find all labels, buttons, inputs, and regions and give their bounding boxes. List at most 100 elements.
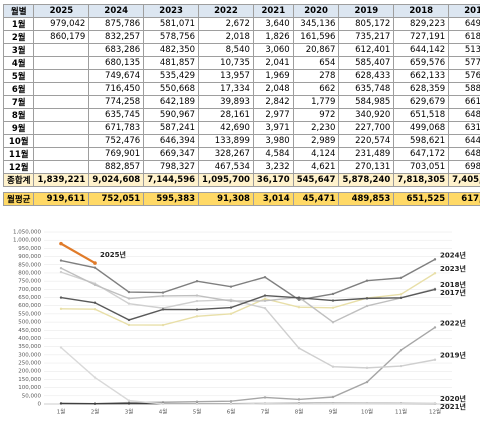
table-cell: 832,257 <box>88 30 145 44</box>
table-cell <box>33 43 90 57</box>
table-cell: 8월 <box>2 108 35 122</box>
series-label: 2019년 <box>440 351 466 360</box>
table-cell: 7월 <box>2 95 35 109</box>
table-cell: 7,144,596 <box>143 173 200 187</box>
table-cell: 669,347 <box>143 147 200 161</box>
table-cell: 680,135 <box>88 56 145 70</box>
table-cell: 727,191 <box>393 30 450 44</box>
point <box>93 301 97 304</box>
y-tick-label: 250,000 <box>18 361 41 367</box>
table-cell: 2022 <box>198 4 254 18</box>
point <box>297 402 301 406</box>
x-tick-label: 10월 <box>361 408 373 416</box>
x-tick-label: 7월 <box>261 408 270 416</box>
table-cell: 4월 <box>2 56 35 70</box>
point <box>93 283 97 287</box>
y-tick-label: 950,000 <box>18 246 41 252</box>
point <box>229 399 233 403</box>
point <box>127 290 131 294</box>
table-cell: 9월 <box>2 121 35 135</box>
table-cell: 345,136 <box>292 17 340 31</box>
point <box>59 270 63 274</box>
table-cell: 328,267 <box>198 147 254 161</box>
point <box>59 402 63 405</box>
table-cell: 972 <box>292 108 340 122</box>
point <box>59 296 63 299</box>
table-cell: 648,129 <box>448 147 480 161</box>
table-cell: 635,748 <box>338 82 395 96</box>
table-cell: 2025 <box>33 4 90 18</box>
table-cell: 651,518 <box>393 108 450 122</box>
y-tick-label: 450,000 <box>18 328 41 334</box>
table-cell: 774,258 <box>88 95 145 109</box>
table-cell: 227,700 <box>338 121 395 135</box>
point <box>297 346 301 350</box>
table-cell: 545,647 <box>292 173 340 187</box>
table-cell: 3,232 <box>252 160 294 174</box>
table-cell: 2,989 <box>292 134 340 148</box>
point <box>161 294 165 298</box>
table-cell: 671,783 <box>88 121 145 135</box>
table-cell: 588,568 <box>448 82 480 96</box>
table-cell: 1,826 <box>252 30 294 44</box>
table-cell: 9,024,608 <box>88 173 145 187</box>
point <box>195 400 199 403</box>
y-tick-label: 750,000 <box>18 279 41 285</box>
table-cell: 2,230 <box>292 121 340 135</box>
table-cell: 13,957 <box>198 69 254 83</box>
table-cell: 631,386 <box>448 121 480 135</box>
point <box>433 272 437 275</box>
chart: 0 50,000 100,000 150,000 200,000 250,000 300,0… <box>13 230 466 416</box>
table-cell: 2024 <box>88 4 145 18</box>
table-cell: 1,095,700 <box>198 173 254 187</box>
table-cell: 5월 <box>2 69 35 83</box>
point <box>59 346 63 349</box>
point <box>433 258 437 261</box>
point <box>127 302 131 305</box>
y-tick-label: 50,000 <box>22 393 42 399</box>
table-cell: 735,217 <box>338 30 395 44</box>
table-cell: 133,899 <box>198 134 254 148</box>
table-cell: 4,584 <box>252 147 294 161</box>
point <box>59 266 63 270</box>
point <box>331 402 335 405</box>
table-cell: 220,574 <box>338 134 395 148</box>
y-tick-label: 900,000 <box>18 254 41 260</box>
table-row: 7월 774,258 642,189 39,893 2,842 1,779 584,985 6… <box>2 95 480 109</box>
table-cell: 2,041 <box>252 56 294 70</box>
x-tick-label: 6월 <box>227 408 236 416</box>
table-cell: 5,878,240 <box>338 173 395 187</box>
table-row: 5월 749,674 535,429 13,957 1,969 278 628,433 662… <box>2 69 480 83</box>
series-line <box>60 258 436 301</box>
point <box>433 358 437 361</box>
y-tick-label: 650,000 <box>18 295 41 301</box>
point <box>399 293 403 296</box>
x-tick-label: 3월 <box>125 408 134 416</box>
table-cell: 628,359 <box>393 82 450 96</box>
table-cell: 635,745 <box>88 108 145 122</box>
y-tick-label: 1,050,000 <box>13 230 41 236</box>
point <box>161 402 165 406</box>
table-cell: 860,179 <box>33 30 90 44</box>
point <box>195 402 199 406</box>
table-cell: 535,429 <box>143 69 200 83</box>
y-tick-label: 200,000 <box>18 369 41 375</box>
table-cell: 919,611 <box>33 192 90 206</box>
table-row: 2월 860,179 832,257 578,756 2,018 1,826 161,596… <box>2 30 480 44</box>
table-row: 종합계 1,839,221 9,024,608 7,144,596 1,095,700 3… <box>2 173 480 187</box>
table-cell: 644,835 <box>448 134 480 148</box>
x-tick-label: 1월 <box>57 408 66 416</box>
series-label: 2022년 <box>440 318 466 327</box>
table-cell: 467,534 <box>198 160 254 174</box>
table-cell: 2,018 <box>198 30 254 44</box>
point <box>263 299 267 303</box>
table-cell: 661,840 <box>448 95 480 109</box>
table-cell: 752,051 <box>88 192 145 206</box>
table-cell: 7,818,305 <box>393 173 450 187</box>
table-cell: 587,241 <box>143 121 200 135</box>
point <box>263 294 267 297</box>
point <box>331 306 335 310</box>
table-cell: 종합계 <box>2 173 35 187</box>
point <box>93 266 97 269</box>
table-cell: 8,540 <box>198 43 254 57</box>
